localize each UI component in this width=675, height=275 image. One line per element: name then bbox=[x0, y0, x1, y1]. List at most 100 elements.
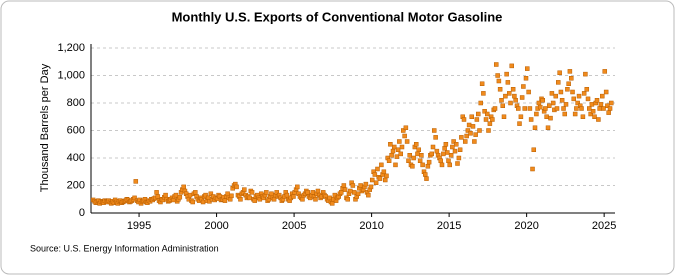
data-point bbox=[550, 100, 556, 106]
x-tick-label: 2000 bbox=[204, 220, 228, 232]
data-point bbox=[457, 147, 463, 152]
data-point bbox=[598, 102, 604, 107]
data-point bbox=[584, 87, 590, 92]
data-point bbox=[203, 192, 208, 198]
data-point bbox=[300, 197, 305, 202]
data-point bbox=[424, 176, 429, 181]
data-point bbox=[570, 89, 575, 95]
data-point bbox=[389, 153, 394, 158]
data-point bbox=[368, 184, 374, 190]
data-point bbox=[571, 96, 577, 102]
data-point bbox=[305, 190, 310, 195]
data-point bbox=[601, 106, 606, 111]
data-point bbox=[439, 162, 445, 168]
data-point bbox=[381, 169, 387, 174]
data-point bbox=[562, 111, 568, 117]
data-point bbox=[569, 76, 574, 81]
data-point bbox=[522, 106, 528, 111]
data-point bbox=[410, 164, 415, 169]
y-tick-label: 400 bbox=[67, 152, 85, 164]
source-note: Source: U.S. Energy Information Administ… bbox=[30, 243, 219, 253]
data-point bbox=[177, 194, 183, 200]
data-point bbox=[609, 100, 614, 106]
data-point bbox=[187, 192, 193, 198]
data-point bbox=[395, 147, 401, 152]
data-point bbox=[547, 103, 552, 108]
data-point bbox=[596, 117, 601, 122]
data-point bbox=[200, 199, 206, 205]
data-point bbox=[495, 73, 500, 78]
data-point bbox=[422, 172, 428, 177]
data-point bbox=[603, 89, 609, 95]
data-point bbox=[431, 128, 437, 133]
data-point bbox=[453, 142, 459, 147]
data-point bbox=[461, 117, 467, 122]
data-point bbox=[565, 87, 570, 92]
data-point bbox=[605, 103, 610, 108]
data-point bbox=[543, 106, 548, 111]
data-point bbox=[485, 111, 490, 117]
data-point bbox=[315, 188, 321, 194]
data-point bbox=[496, 78, 502, 84]
data-point bbox=[190, 199, 195, 205]
x-tick-label: 2005 bbox=[282, 220, 306, 232]
data-point bbox=[377, 176, 383, 181]
data-point bbox=[482, 109, 487, 114]
data-point bbox=[173, 192, 179, 198]
data-point bbox=[327, 195, 332, 201]
data-point bbox=[393, 162, 398, 168]
data-point bbox=[477, 128, 482, 133]
data-point bbox=[499, 98, 504, 103]
data-point bbox=[508, 100, 513, 106]
data-point bbox=[382, 177, 388, 183]
data-point bbox=[456, 155, 462, 161]
data-point bbox=[438, 158, 443, 163]
data-point bbox=[398, 151, 403, 157]
data-point bbox=[234, 184, 239, 190]
data-point bbox=[549, 91, 555, 96]
data-point bbox=[581, 91, 587, 96]
data-point bbox=[556, 80, 561, 85]
data-point bbox=[510, 87, 516, 92]
data-point bbox=[445, 150, 450, 155]
x-tick-label: 1995 bbox=[127, 220, 151, 232]
data-point bbox=[588, 111, 593, 117]
data-point bbox=[397, 139, 402, 144]
data-point bbox=[366, 192, 371, 198]
data-point bbox=[530, 166, 535, 172]
data-point bbox=[481, 91, 486, 96]
data-point bbox=[384, 173, 389, 179]
data-point bbox=[404, 139, 410, 144]
data-point bbox=[512, 93, 517, 99]
data-point bbox=[446, 158, 451, 163]
data-point bbox=[358, 183, 363, 188]
data-point bbox=[478, 100, 483, 106]
data-point bbox=[580, 114, 586, 119]
data-point bbox=[448, 153, 454, 158]
data-point bbox=[369, 177, 375, 183]
data-point bbox=[269, 191, 274, 196]
data-point bbox=[589, 102, 595, 107]
data-point bbox=[373, 180, 379, 185]
data-point bbox=[390, 148, 396, 154]
data-point bbox=[133, 179, 139, 184]
data-point bbox=[590, 109, 596, 114]
data-point bbox=[479, 81, 485, 86]
data-point bbox=[519, 95, 525, 100]
data-point bbox=[271, 197, 277, 202]
data-point bbox=[341, 183, 347, 188]
data-point bbox=[295, 184, 300, 190]
data-point bbox=[426, 159, 432, 165]
data-point bbox=[348, 188, 353, 194]
data-point bbox=[597, 106, 602, 111]
data-point bbox=[466, 122, 472, 128]
data-point bbox=[527, 106, 533, 111]
data-point bbox=[526, 89, 531, 95]
data-point bbox=[350, 183, 356, 188]
data-point bbox=[465, 128, 471, 133]
data-point bbox=[284, 192, 290, 198]
data-point bbox=[474, 117, 480, 122]
data-point bbox=[487, 121, 493, 126]
y-axis-label: Thousand Barrels per Day bbox=[39, 63, 51, 192]
